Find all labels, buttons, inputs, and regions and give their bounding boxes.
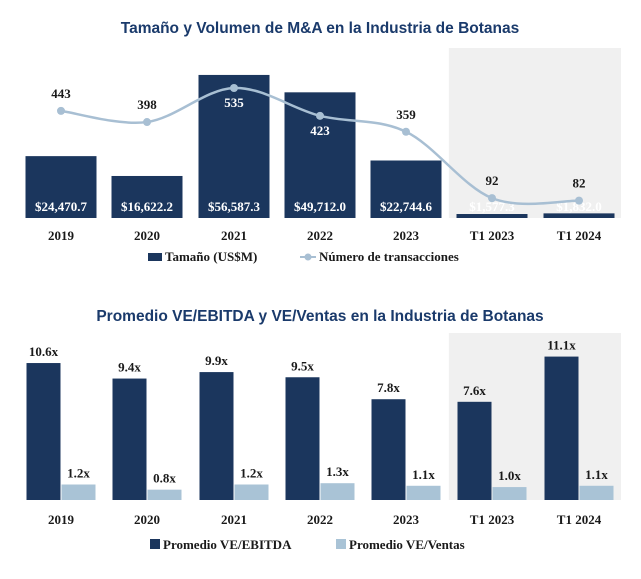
data-label-ebitda: 7.8x	[377, 380, 400, 395]
data-label-ebitda: 10.6x	[29, 344, 59, 359]
x-tick-label: T1 2023	[470, 512, 515, 527]
bar-ebitda-t1-2024	[544, 356, 579, 500]
bar-ebitda-2022	[285, 377, 320, 500]
data-label-ebitda: 7.6x	[463, 383, 486, 398]
data-label-tamano: $16,622.2	[121, 199, 173, 214]
chart-title: Promedio VE/EBITDA y VE/Ventas en la Ind…	[96, 308, 543, 325]
legend-swatch-ebitda	[150, 539, 160, 549]
bar-tamano-t1-2024	[543, 213, 615, 218]
legend: Promedio VE/EBITDA Promedio VE/Ventas	[150, 537, 465, 552]
data-label-tamano: $1,832.0	[556, 199, 602, 214]
data-label-ventas: 1.2x	[240, 465, 263, 480]
bar-tamano-2019	[25, 156, 97, 218]
data-label-tamano: $24,470.7	[35, 199, 88, 214]
x-tick-label: 2022	[307, 228, 333, 243]
x-tick-label: 2019	[48, 228, 75, 243]
x-tick-label: T1 2024	[557, 512, 602, 527]
x-tick-label: 2023	[393, 228, 420, 243]
bar-ebitda-t1-2023	[457, 401, 492, 500]
point-transacciones	[575, 196, 583, 205]
legend: Tamaño (US$M) Número de transacciones	[148, 249, 459, 264]
bar-tamano-t1-2023	[456, 214, 528, 218]
data-label-ventas: 1.2x	[67, 465, 90, 480]
point-transacciones	[143, 118, 151, 127]
bar-tamano-2020	[111, 175, 183, 218]
bar-tamano-2021	[198, 74, 270, 219]
legend-swatch-tamano	[148, 253, 162, 261]
data-label-ventas: 1.1x	[585, 467, 608, 482]
data-label-transacciones: 398	[137, 97, 157, 112]
data-label-ebitda: 9.9x	[205, 353, 228, 368]
legend-label-tamano: Tamaño (US$M)	[165, 249, 257, 264]
bar-ventas-t1-2024	[579, 485, 614, 500]
data-label-transacciones: 443	[51, 86, 71, 101]
bar-ventas-2019	[61, 484, 96, 500]
data-label-transacciones: 359	[396, 107, 416, 122]
chart-title: Tamaño y Volumen de M&A en la Industria …	[121, 20, 519, 37]
legend-marker-transacciones	[304, 253, 312, 261]
data-label-tamano: $56,587.3	[208, 199, 261, 214]
data-label-ventas: 1.0x	[498, 468, 521, 483]
bar-ebitda-2023	[371, 399, 406, 500]
bar-ventas-2023	[406, 485, 441, 500]
bar-ebitda-2019	[26, 363, 61, 500]
data-label-transacciones: 423	[310, 123, 330, 138]
bar-ventas-2021	[234, 484, 269, 500]
data-label-ebitda: 9.4x	[118, 360, 141, 375]
data-label-ebitda: 11.1x	[547, 338, 576, 353]
legend-label-transacciones: Número de transacciones	[319, 249, 459, 264]
chart-size-volume: Tamaño y Volumen de M&A en la Industria …	[25, 20, 621, 264]
data-label-transacciones: 92	[486, 173, 499, 188]
point-transacciones	[488, 194, 496, 203]
legend-label-ebitda: Promedio VE/EBITDA	[163, 537, 292, 552]
bar-tamano-2023	[370, 160, 442, 218]
data-label-ventas: 0.8x	[153, 471, 176, 486]
x-tick-label: 2023	[393, 512, 420, 527]
data-label-tamano: $49,712.0	[294, 199, 346, 214]
point-transacciones	[57, 106, 65, 115]
highlight-shade	[448, 48, 621, 218]
point-transacciones	[316, 111, 324, 120]
point-transacciones	[230, 83, 238, 92]
x-tick-label: 2019	[48, 512, 75, 527]
data-label-tamano: $22,744.6	[380, 199, 433, 214]
x-tick-label: 2021	[221, 228, 247, 243]
data-label-transacciones: 535	[224, 95, 244, 110]
bar-ventas-2022	[320, 483, 355, 500]
bar-ventas-t1-2023	[492, 487, 527, 500]
bar-ventas-2020	[147, 489, 182, 500]
bar-ebitda-2020	[112, 378, 147, 500]
bar-ebitda-2021	[199, 372, 234, 500]
data-label-ebitda: 9.5x	[291, 358, 314, 373]
x-tick-label: 2020	[134, 228, 160, 243]
x-tick-label: 2021	[221, 512, 247, 527]
legend-label-ventas: Promedio VE/Ventas	[349, 537, 465, 552]
x-tick-label: T1 2024	[557, 228, 602, 243]
chart-multiples: Promedio VE/EBITDA y VE/Ventas en la Ind…	[26, 308, 621, 552]
x-tick-label: T1 2023	[470, 228, 515, 243]
x-tick-label: 2020	[134, 512, 160, 527]
data-label-ventas: 1.3x	[326, 464, 349, 479]
data-label-transacciones: 82	[573, 176, 586, 191]
data-label-ventas: 1.1x	[412, 467, 435, 482]
point-transacciones	[402, 127, 410, 136]
x-tick-label: 2022	[307, 512, 333, 527]
legend-swatch-ventas	[336, 539, 346, 549]
